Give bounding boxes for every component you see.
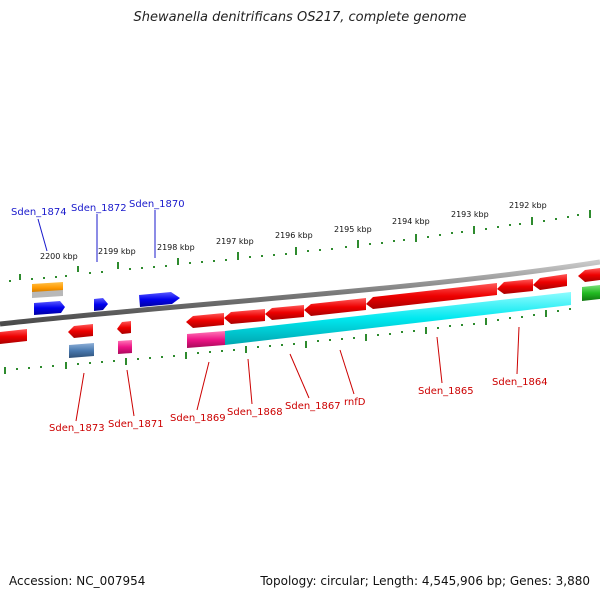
map-title: Shewanella denitrificans OS217, complete… bbox=[133, 10, 467, 25]
leader-line bbox=[516, 326, 520, 375]
leader-line bbox=[436, 336, 443, 384]
accession-label: Accession: NC_007954 bbox=[9, 574, 146, 588]
gene-feature-grey bbox=[32, 290, 63, 298]
inner-minor-ticks bbox=[16, 308, 571, 370]
gene-label-bottom: rnfD bbox=[344, 397, 366, 408]
reverse-strand bbox=[0, 268, 600, 358]
scale-label: 2194 kbp bbox=[392, 217, 430, 226]
scale-label: 2195 kbp bbox=[334, 225, 372, 234]
scale-label: 2200 kbp bbox=[40, 252, 78, 261]
leader-line bbox=[196, 361, 210, 411]
gene-feature-sden1867 bbox=[265, 305, 304, 320]
gene-feature-sden1864 bbox=[497, 279, 533, 294]
inner-major-ticks bbox=[4, 310, 547, 374]
top-gene-labels: Sden_1874 Sden_1872 Sden_1870 bbox=[11, 199, 185, 262]
gene-label-bottom: Sden_1864 bbox=[492, 377, 548, 388]
leader-line bbox=[37, 218, 48, 252]
gene-label-bottom: Sden_1869 bbox=[170, 413, 226, 424]
gene-feature-red-right bbox=[533, 274, 567, 290]
genome-summary: Topology: circular; Length: 4,545,906 bp… bbox=[260, 574, 590, 588]
scale-track: 2200 kbp 2199 kbp 2198 kbp 2197 kbp 2196… bbox=[9, 201, 591, 282]
scale-label: 2199 kbp bbox=[98, 247, 136, 256]
gene-feature-rnfd bbox=[304, 298, 366, 316]
scale-label: 2198 kbp bbox=[157, 243, 195, 252]
gene-feature-sden1872 bbox=[94, 298, 108, 311]
gene-feature-sden1873 bbox=[68, 324, 93, 338]
scale-labels: 2200 kbp 2199 kbp 2198 kbp 2197 kbp 2196… bbox=[40, 201, 547, 261]
gene-feature-sden1870 bbox=[139, 292, 180, 307]
gene-label-top: Sden_1870 bbox=[129, 199, 185, 210]
gene-label-bottom: Sden_1873 bbox=[49, 423, 105, 434]
gene-label-bottom: Sden_1867 bbox=[285, 401, 341, 412]
gene-feature-sden1871-magenta bbox=[118, 340, 132, 354]
gene-label-bottom: Sden_1871 bbox=[108, 419, 164, 430]
gene-feature-sden1868 bbox=[224, 309, 265, 324]
leader-line bbox=[289, 353, 310, 399]
gene-feature-cyan-operon bbox=[225, 292, 571, 345]
gene-feature-sden1869-magenta bbox=[187, 331, 225, 348]
leader-line bbox=[126, 369, 135, 417]
gene-feature-sden1869 bbox=[186, 313, 224, 328]
leader-line bbox=[247, 358, 253, 405]
scale-label: 2192 kbp bbox=[509, 201, 547, 210]
scale-major-ticks bbox=[19, 210, 591, 280]
gene-label-bottom: Sden_1868 bbox=[227, 407, 283, 418]
inner-scale-track bbox=[4, 308, 571, 374]
gene-feature-sden1865 bbox=[366, 283, 497, 309]
gene-feature-sden1873-steel bbox=[69, 343, 94, 358]
scale-label: 2196 kbp bbox=[275, 231, 313, 240]
leader-line bbox=[75, 372, 85, 422]
scale-label: 2193 kbp bbox=[451, 210, 489, 219]
forward-strand bbox=[32, 282, 600, 315]
gene-label-bottom: Sden_1865 bbox=[418, 386, 474, 397]
scale-minor-ticks bbox=[9, 214, 579, 282]
leader-line bbox=[339, 349, 355, 395]
gene-feature-red-edge bbox=[578, 268, 600, 282]
gene-feature-sden1871 bbox=[117, 321, 131, 334]
gene-feature-left bbox=[0, 329, 27, 344]
gene-feature-green bbox=[582, 285, 600, 301]
genome-backbone bbox=[0, 259, 600, 327]
scale-label: 2197 kbp bbox=[216, 237, 254, 246]
gene-label-top: Sden_1872 bbox=[71, 203, 127, 214]
gene-label-top: Sden_1874 bbox=[11, 207, 67, 218]
bottom-gene-labels: Sden_1873 Sden_1871 Sden_1869 Sden_1868 … bbox=[49, 326, 548, 434]
gene-feature-sden1874 bbox=[34, 301, 65, 315]
